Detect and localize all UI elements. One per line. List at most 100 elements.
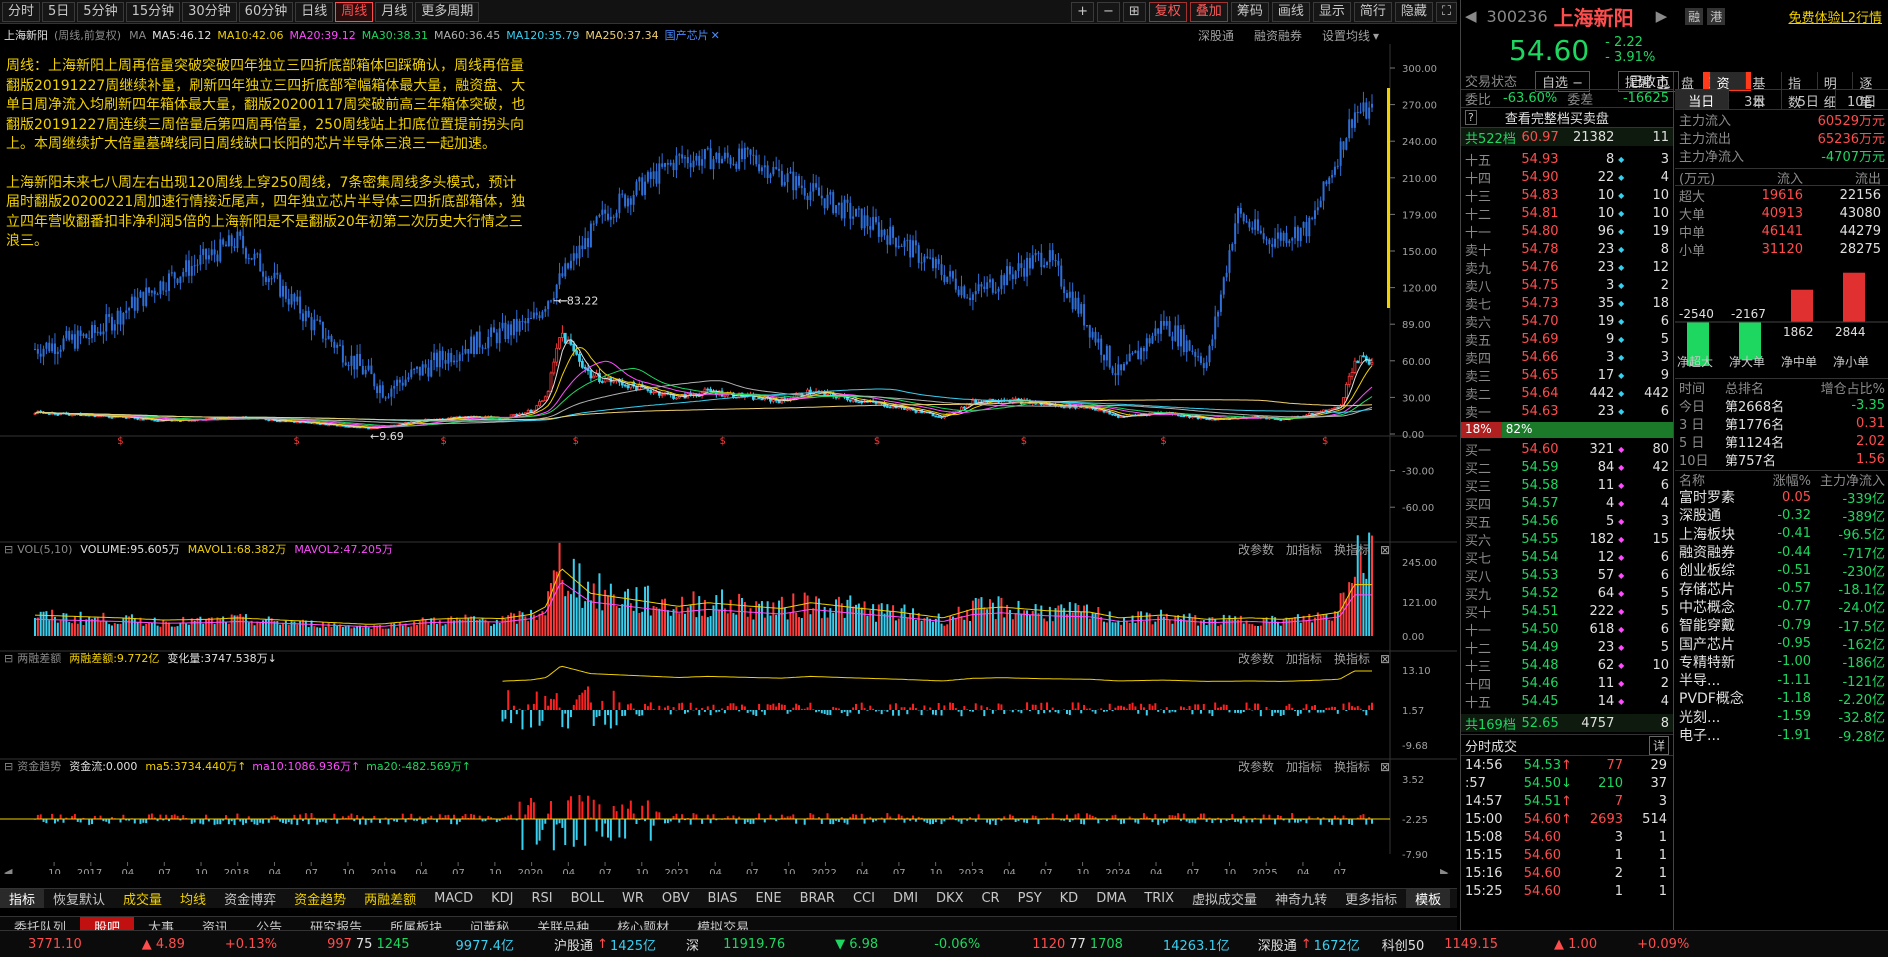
fund-add-indicator[interactable]: 加指标 <box>1286 760 1323 774</box>
fundflow-period-2[interactable]: 5日 <box>1782 90 1836 110</box>
sector-row[interactable]: 半导... -1.11 -121亿 <box>1679 672 1885 690</box>
chevron-right-icon[interactable]: ▶ <box>1655 7 1668 25</box>
fundflow-tab-0[interactable]: 盘口 <box>1675 72 1711 111</box>
kline-chart[interactable]: 300.00270.00240.00210.00179.00150.00120.… <box>0 24 1457 874</box>
period-4[interactable]: 30分钟 <box>182 1 237 22</box>
margin-edit-params[interactable]: 改参数 <box>1238 652 1275 666</box>
full-orderbook-button[interactable]: 查看完整档买卖盘 <box>1504 112 1609 127</box>
indicator-tab-1[interactable]: 恢复默认 <box>53 893 106 908</box>
fundflow-tab-2[interactable]: 基本 <box>1746 72 1783 111</box>
period-2[interactable]: 5分钟 <box>77 1 124 22</box>
period-9[interactable]: 更多周期 <box>415 1 480 22</box>
indicator-tab-0[interactable]: 指标 <box>0 889 45 908</box>
indicator-tab-7[interactable]: MACD <box>434 891 474 906</box>
sector-link[interactable]: 国产芯片 <box>664 29 709 42</box>
indicator-tab-21[interactable]: KD <box>1059 891 1079 906</box>
indicator-tab-22[interactable]: DMA <box>1096 891 1127 906</box>
sector-row[interactable]: 存储芯片 -0.57 -18.1亿 <box>1679 581 1885 599</box>
indicator-tab-20[interactable]: PSY <box>1017 891 1042 906</box>
indicator-tab-17[interactable]: DMI <box>892 891 919 906</box>
draw-line-button[interactable]: 画线 <box>1271 1 1310 22</box>
period-1[interactable]: 5日 <box>42 1 76 22</box>
fundflow-tab-3[interactable]: 指数 <box>1782 72 1818 111</box>
close-icon[interactable]: ✕ <box>710 28 720 42</box>
sector-row[interactable]: 深股通 -0.32 -389亿 <box>1679 507 1885 525</box>
indicator-tab-8[interactable]: KDJ <box>491 891 514 906</box>
sector-row[interactable]: 光刻... -1.59 -32.8亿 <box>1679 709 1885 727</box>
full-orderbook-row[interactable]: ? 查看完整档买卖盘 <box>1461 108 1673 128</box>
l2-promo-link[interactable]: 免费体验L2行情 <box>1788 10 1882 26</box>
collapse-icon[interactable]: ⊟ <box>4 542 14 556</box>
sector-row[interactable]: 中芯概念 -0.77 -24.0亿 <box>1679 599 1885 617</box>
indicator-tab-15[interactable]: BRAR <box>799 891 835 906</box>
sector-row[interactable]: 融资融券 -0.44 -717亿 <box>1679 544 1885 562</box>
indicator-tab-10[interactable]: BOLL <box>570 891 604 906</box>
close-icon[interactable]: ⊠ <box>1380 759 1391 774</box>
fundflow-tab-1[interactable]: 资金 <box>1710 72 1747 111</box>
indicator-tab-14[interactable]: ENE <box>755 891 782 906</box>
ticks-detail-button[interactable]: 详 <box>1648 735 1669 755</box>
close-icon[interactable]: ⊠ <box>1380 651 1391 666</box>
sz-label[interactable]: 深 <box>686 938 700 954</box>
overlay-button[interactable]: 叠加 <box>1189 1 1228 22</box>
period-8[interactable]: 月线 <box>375 1 414 22</box>
chips-button[interactable]: 筹码 <box>1230 1 1269 22</box>
period-7[interactable]: 周线 <box>335 1 374 22</box>
collapse-icon[interactable]: ⊟ <box>4 759 14 773</box>
link-ma-settings[interactable]: 设置均线 <box>1322 29 1371 43</box>
kc50-label[interactable]: 科创50 <box>1381 938 1425 954</box>
add-watchlist-button[interactable]: 自选 − <box>1535 70 1591 92</box>
link-margin[interactable]: 融资融券 <box>1254 29 1303 43</box>
fullscreen-icon[interactable]: ⛶ <box>1435 1 1457 22</box>
indicator-tab-6[interactable]: 两融差额 <box>364 893 417 908</box>
fund-edit-params[interactable]: 改参数 <box>1238 760 1275 774</box>
sector-row[interactable]: 电子... -1.91 -9.28亿 <box>1679 727 1885 745</box>
indicator-tab-18[interactable]: DKX <box>936 891 964 906</box>
adjust-button[interactable]: 复权 <box>1148 1 1187 22</box>
alert-button[interactable]: 提醒 🔔︎ <box>1618 70 1679 92</box>
hgt-label[interactable]: 沪股通 <box>554 938 594 954</box>
sector-row[interactable]: 上海板块 -0.41 -96.5亿 <box>1679 526 1885 544</box>
link-sgt[interactable]: 深股通 <box>1198 29 1235 43</box>
sector-row[interactable]: PVDF概念 -1.18 -2.20亿 <box>1679 690 1885 708</box>
indicator-tab-4[interactable]: 资金博弈 <box>224 893 277 908</box>
vol-add-indicator[interactable]: 加指标 <box>1286 543 1323 557</box>
indicator-tab-27[interactable]: 模板 <box>1406 889 1451 908</box>
indicator-tab-13[interactable]: BIAS <box>707 891 738 906</box>
period-3[interactable]: 15分钟 <box>125 1 181 22</box>
margin-add-indicator[interactable]: 加指标 <box>1286 652 1323 666</box>
vol-switch-indicator[interactable]: 换指标 <box>1334 543 1371 557</box>
margin-switch-indicator[interactable]: 换指标 <box>1334 652 1371 666</box>
indicator-tab-9[interactable]: RSI <box>531 891 553 906</box>
sector-row[interactable]: 国产芯片 -0.95 -162亿 <box>1679 636 1885 654</box>
period-0[interactable]: 分时 <box>2 1 41 22</box>
fund-switch-indicator[interactable]: 换指标 <box>1334 760 1371 774</box>
sector-row[interactable]: 富时罗素 0.05 -339亿 <box>1679 489 1885 507</box>
indicator-tab-16[interactable]: CCI <box>852 891 875 906</box>
chevron-left-icon[interactable]: ◀ <box>1465 7 1477 25</box>
collapse-icon[interactable]: ⊟ <box>4 651 14 665</box>
draw-tool-icon[interactable]: ⊞ <box>1122 1 1146 22</box>
indicator-tab-12[interactable]: OBV <box>661 891 690 906</box>
sector-row[interactable]: 专精特新 -1.00 -186亿 <box>1679 654 1885 672</box>
indicator-tab-5[interactable]: 资金趋势 <box>294 893 347 908</box>
indicator-tab-19[interactable]: CR <box>981 891 1000 906</box>
sector-row[interactable]: 智能穿戴 -0.79 -17.5亿 <box>1679 617 1885 635</box>
period-5[interactable]: 60分钟 <box>238 1 294 22</box>
vol-edit-params[interactable]: 改参数 <box>1238 543 1275 557</box>
fundflow-period-3[interactable]: 10日 <box>1836 90 1888 110</box>
chevron-down-icon[interactable]: ▾ <box>1373 28 1380 43</box>
period-6[interactable]: 日线 <box>295 1 334 22</box>
display-button[interactable]: 显示 <box>1312 1 1351 22</box>
help-icon[interactable]: ? <box>1465 110 1477 125</box>
close-icon[interactable]: ⊠ <box>1380 542 1391 557</box>
zoom-in-icon[interactable]: + <box>1071 1 1094 22</box>
indicator-tab-2[interactable]: 成交量 <box>123 893 163 908</box>
fundflow-tab-5[interactable]: 逐笔 <box>1853 72 1888 111</box>
indicator-tab-3[interactable]: 均线 <box>180 893 207 908</box>
fundflow-tab-4[interactable]: 明细 <box>1818 72 1854 111</box>
indicator-tab-11[interactable]: WR <box>622 891 644 906</box>
simple-button[interactable]: 简行 <box>1353 1 1392 22</box>
sgt-label[interactable]: 深股通 <box>1257 938 1297 954</box>
fundflow-period-0[interactable]: 当日 <box>1675 90 1729 110</box>
